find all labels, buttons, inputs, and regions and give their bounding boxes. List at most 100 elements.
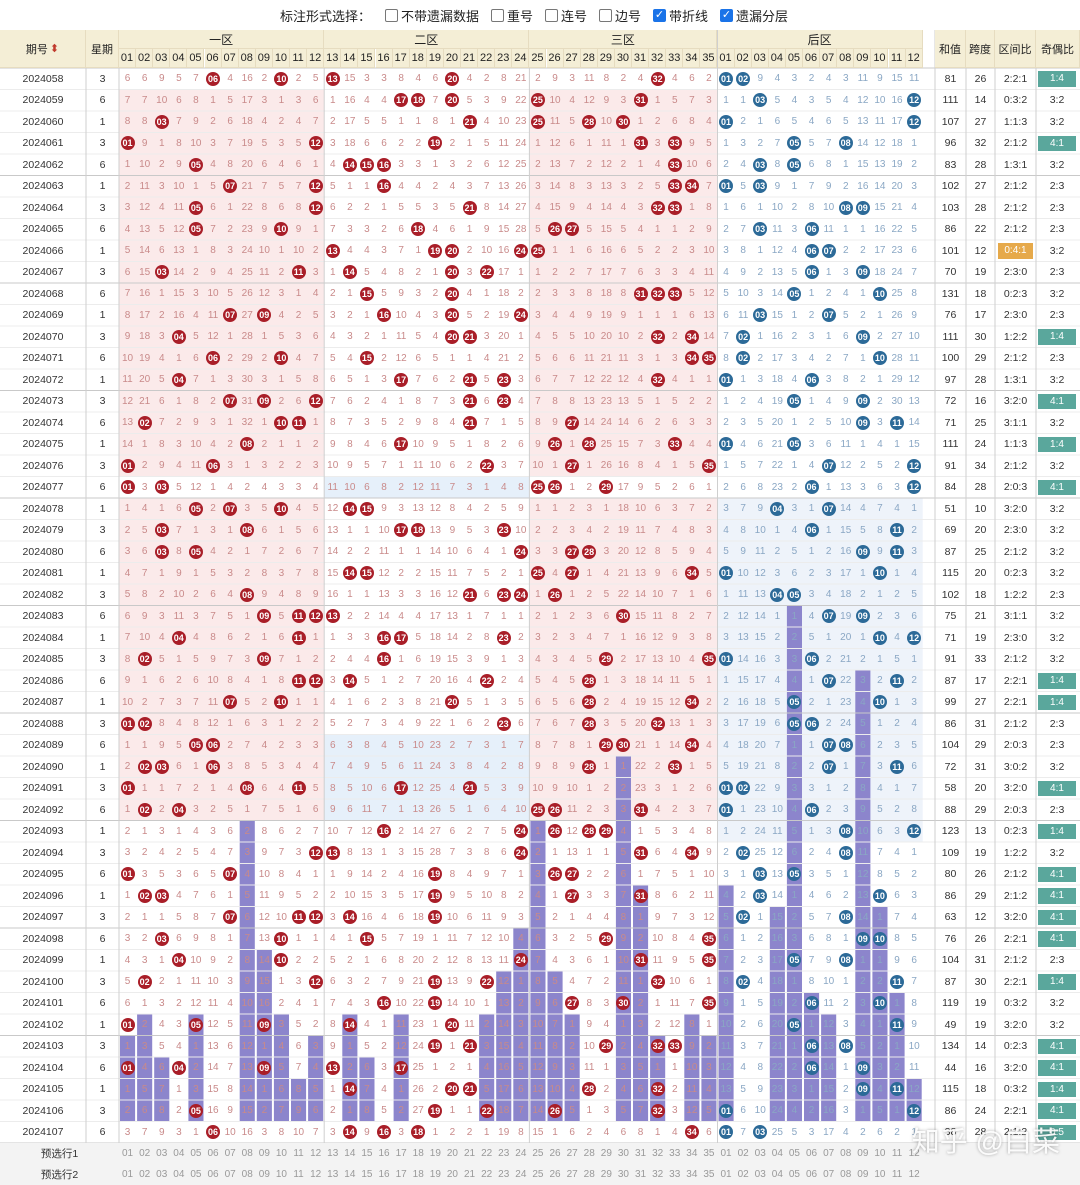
preselect-front-num[interactable]: 18 bbox=[412, 1148, 424, 1159]
preselect-back-num[interactable]: 06 bbox=[805, 1169, 818, 1180]
preselect-back-num[interactable]: 06 bbox=[805, 1148, 818, 1159]
preselect-front-num[interactable]: 01 bbox=[121, 1148, 134, 1159]
option-consecutive[interactable]: 连号 bbox=[544, 6, 587, 25]
preselect-front-num[interactable]: 22 bbox=[481, 1169, 493, 1180]
preselect-front-num[interactable]: 15 bbox=[361, 1148, 373, 1159]
preselect-front-num[interactable]: 18 bbox=[412, 1169, 424, 1180]
preselect-front-num[interactable]: 15 bbox=[361, 1169, 373, 1180]
preselect-front-num[interactable]: 09 bbox=[258, 1148, 270, 1159]
preselect-front-num[interactable]: 05 bbox=[190, 1169, 202, 1180]
preselect-back-num[interactable]: 07 bbox=[823, 1148, 835, 1159]
preselect-back-num[interactable]: 12 bbox=[908, 1169, 920, 1180]
preselect-front-num[interactable]: 35 bbox=[703, 1148, 715, 1159]
preselect-front-num[interactable]: 06 bbox=[207, 1169, 219, 1180]
preselect-front-num[interactable]: 29 bbox=[600, 1148, 612, 1159]
preselect-back-num[interactable]: 07 bbox=[823, 1169, 835, 1180]
preselect-front-num[interactable]: 16 bbox=[378, 1148, 390, 1159]
preselect-back-num[interactable]: 10 bbox=[874, 1169, 886, 1180]
preselect-front-num[interactable]: 21 bbox=[463, 1148, 476, 1159]
preselect-front-num[interactable]: 12 bbox=[310, 1169, 322, 1180]
option-layered[interactable]: ✓ 遗漏分层 bbox=[720, 6, 788, 25]
preselect-front-num[interactable]: 29 bbox=[600, 1169, 612, 1180]
preselect-front-num[interactable]: 20 bbox=[446, 1148, 458, 1159]
preselect-front-num[interactable]: 02 bbox=[139, 1169, 151, 1180]
issue-header[interactable]: 期号 ⬍ bbox=[0, 30, 86, 68]
preselect-front-num[interactable]: 19 bbox=[429, 1169, 441, 1180]
preselect-front-num[interactable]: 27 bbox=[566, 1148, 578, 1159]
preselect-front-num[interactable]: 11 bbox=[293, 1169, 304, 1180]
preselect-front-num[interactable]: 26 bbox=[549, 1148, 561, 1159]
preselect-front-num[interactable]: 31 bbox=[634, 1148, 647, 1159]
preselect-back-num[interactable]: 09 bbox=[857, 1148, 869, 1159]
preselect-front-num[interactable]: 17 bbox=[395, 1169, 407, 1180]
preselect-back-num[interactable]: 12 bbox=[908, 1148, 920, 1159]
preselect-front-num[interactable]: 22 bbox=[481, 1148, 493, 1159]
preselect-front-num[interactable]: 07 bbox=[224, 1148, 236, 1159]
preselect-front-num[interactable]: 11 bbox=[293, 1148, 304, 1159]
preselect-front-num[interactable]: 02 bbox=[139, 1148, 151, 1159]
preselect-front-num[interactable]: 12 bbox=[310, 1148, 322, 1159]
preselect-back-num[interactable]: 04 bbox=[771, 1148, 783, 1159]
preselect-front-num[interactable]: 35 bbox=[703, 1169, 715, 1180]
preselect-front-num[interactable]: 20 bbox=[446, 1169, 458, 1180]
preselect-back-num[interactable]: 11 bbox=[891, 1169, 903, 1180]
preselect-front-num[interactable]: 30 bbox=[617, 1148, 629, 1159]
preselect-back-num[interactable]: 05 bbox=[788, 1148, 800, 1159]
preselect-front-num[interactable]: 04 bbox=[173, 1148, 185, 1159]
preselect-front-num[interactable]: 03 bbox=[156, 1148, 168, 1159]
preselect-back-num[interactable]: 01 bbox=[720, 1148, 732, 1159]
preselect-back-num[interactable]: 02 bbox=[737, 1169, 749, 1180]
preselect-front-num[interactable]: 05 bbox=[190, 1148, 202, 1159]
sort-icon[interactable]: ⬍ bbox=[49, 43, 60, 55]
option-edge[interactable]: 边号 bbox=[599, 6, 641, 25]
preselect-front-num[interactable]: 33 bbox=[669, 1148, 681, 1159]
preselect-back-num[interactable]: 08 bbox=[840, 1148, 852, 1159]
preselect-front-num[interactable]: 03 bbox=[156, 1169, 168, 1180]
option-repeat[interactable]: 重号 bbox=[490, 6, 533, 25]
preselect-back-num[interactable]: 03 bbox=[754, 1148, 766, 1159]
checkbox-consecutive[interactable] bbox=[544, 8, 558, 22]
preselect-front-num[interactable]: 07 bbox=[224, 1169, 236, 1180]
preselect-front-num[interactable]: 17 bbox=[395, 1148, 407, 1159]
preselect-front-num[interactable]: 14 bbox=[344, 1169, 356, 1180]
preselect-back-num[interactable]: 01 bbox=[720, 1169, 732, 1180]
preselect-front-num[interactable]: 25 bbox=[532, 1169, 544, 1180]
preselect-front-num[interactable]: 34 bbox=[686, 1148, 698, 1159]
preselect-front-num[interactable]: 01 bbox=[121, 1169, 134, 1180]
option-no-missing[interactable]: 不带遗漏数据 bbox=[384, 6, 479, 25]
preselect-front-num[interactable]: 08 bbox=[241, 1148, 253, 1159]
preselect-front-num[interactable]: 23 bbox=[498, 1148, 510, 1159]
option-polyline[interactable]: ✓ 带折线 bbox=[653, 6, 708, 25]
checkbox-edge[interactable] bbox=[599, 8, 612, 22]
preselect-front-num[interactable]: 23 bbox=[498, 1169, 510, 1180]
preselect-back-num[interactable]: 03 bbox=[754, 1169, 766, 1180]
preselect-front-num[interactable]: 21 bbox=[463, 1169, 476, 1180]
checkbox-polyline[interactable]: ✓ bbox=[653, 8, 667, 22]
preselect-front-num[interactable]: 10 bbox=[275, 1169, 287, 1180]
preselect-front-num[interactable]: 33 bbox=[669, 1169, 681, 1180]
preselect-front-num[interactable]: 30 bbox=[617, 1169, 629, 1180]
preselect-back-num[interactable]: 10 bbox=[874, 1148, 886, 1159]
preselect-front-num[interactable]: 14 bbox=[344, 1148, 356, 1159]
checkbox-layered[interactable]: ✓ bbox=[720, 8, 734, 22]
preselect-front-num[interactable]: 34 bbox=[686, 1169, 698, 1180]
checkbox-repeat[interactable] bbox=[490, 8, 504, 22]
preselect-front-num[interactable]: 10 bbox=[275, 1148, 287, 1159]
preselect-front-num[interactable]: 26 bbox=[549, 1169, 561, 1180]
preselect-front-num[interactable]: 08 bbox=[241, 1169, 253, 1180]
preselect-front-num[interactable]: 13 bbox=[327, 1169, 339, 1180]
preselect-back-num[interactable]: 02 bbox=[737, 1148, 749, 1159]
preselect-front-num[interactable]: 28 bbox=[583, 1148, 595, 1159]
preselect-front-num[interactable]: 25 bbox=[532, 1148, 544, 1159]
preselect-front-num[interactable]: 28 bbox=[583, 1169, 595, 1180]
preselect-back-num[interactable]: 09 bbox=[857, 1169, 869, 1180]
preselect-front-num[interactable]: 32 bbox=[652, 1148, 664, 1159]
checkbox-no-missing[interactable] bbox=[384, 8, 398, 22]
preselect-front-num[interactable]: 27 bbox=[566, 1169, 578, 1180]
preselect-front-num[interactable]: 06 bbox=[207, 1148, 219, 1159]
preselect-front-num[interactable]: 24 bbox=[515, 1169, 527, 1180]
preselect-front-num[interactable]: 32 bbox=[652, 1169, 664, 1180]
preselect-back-num[interactable]: 08 bbox=[840, 1169, 852, 1180]
preselect-back-num[interactable]: 04 bbox=[771, 1169, 783, 1180]
preselect-back-num[interactable]: 05 bbox=[788, 1169, 800, 1180]
